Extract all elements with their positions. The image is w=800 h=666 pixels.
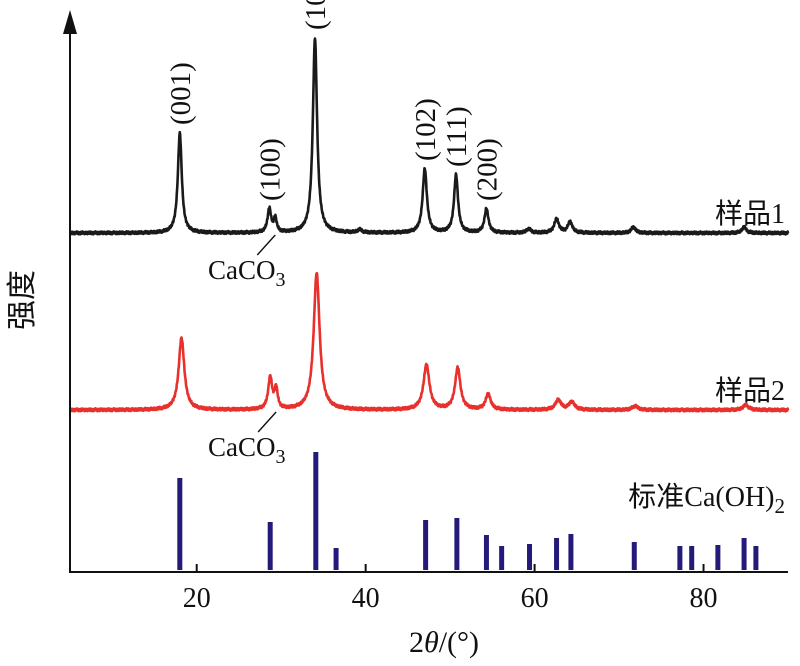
reference-line [677, 546, 683, 570]
x-tick-label: 80 [690, 583, 718, 614]
reference-layer: 标准Ca(OH)2 [177, 452, 785, 570]
caco3-label: CaCO3 [208, 432, 286, 468]
series-line-1 [69, 37, 790, 236]
x-axis-title-suffix: /(°) [439, 626, 479, 659]
reference-line [267, 522, 273, 570]
reference-line [499, 546, 505, 570]
reference-line [177, 478, 183, 570]
reference-line [753, 546, 759, 570]
axes [63, 10, 788, 573]
x-axis-title: 2θ/(°) [409, 626, 479, 659]
reference-line [483, 535, 489, 570]
peak-label: (102) [410, 98, 442, 161]
reference-line [568, 534, 574, 570]
x-tick-label: 20 [183, 583, 211, 614]
y-axis-title: 强度 [6, 270, 39, 330]
x-tick-label: 40 [352, 583, 380, 614]
reference-line [554, 538, 560, 570]
annotation-leader [256, 234, 276, 256]
x-ticks: 20 40 60 80 [183, 564, 718, 614]
reference-line [454, 518, 460, 570]
peak-label: (200) [471, 138, 503, 201]
reference-line [527, 544, 533, 570]
peak-label: (001) [165, 62, 197, 125]
reference-line [689, 546, 695, 570]
series-line-2 [69, 271, 790, 413]
labels: 2θ/(°) 强度 [6, 270, 479, 659]
caco3-label: CaCO3 [208, 255, 286, 291]
peak-label: (101) [300, 0, 332, 30]
x-axis-title-prefix: 2 [409, 626, 424, 659]
series-layer: 样品1 (001) (100) (101) (102)(111)(200) 样品2 CaCO… [69, 0, 790, 468]
reference-line [741, 538, 747, 570]
reference-line [715, 545, 721, 570]
reference-label: 标准Ca(OH)2 [628, 481, 785, 518]
annotation-leader [257, 411, 277, 433]
series-label-2: 样品2 [715, 375, 785, 407]
series-label-1: 样品1 [715, 198, 785, 230]
peak-label: (111) [441, 106, 473, 167]
reference-line [333, 548, 339, 570]
x-tick-label: 60 [521, 583, 549, 614]
x-axis-title-var: θ [424, 626, 439, 659]
peak-label: (100) [254, 138, 286, 201]
y-axis-arrow-icon [63, 10, 77, 34]
reference-line [631, 542, 637, 570]
reference-line [313, 452, 319, 570]
reference-line [423, 520, 429, 570]
